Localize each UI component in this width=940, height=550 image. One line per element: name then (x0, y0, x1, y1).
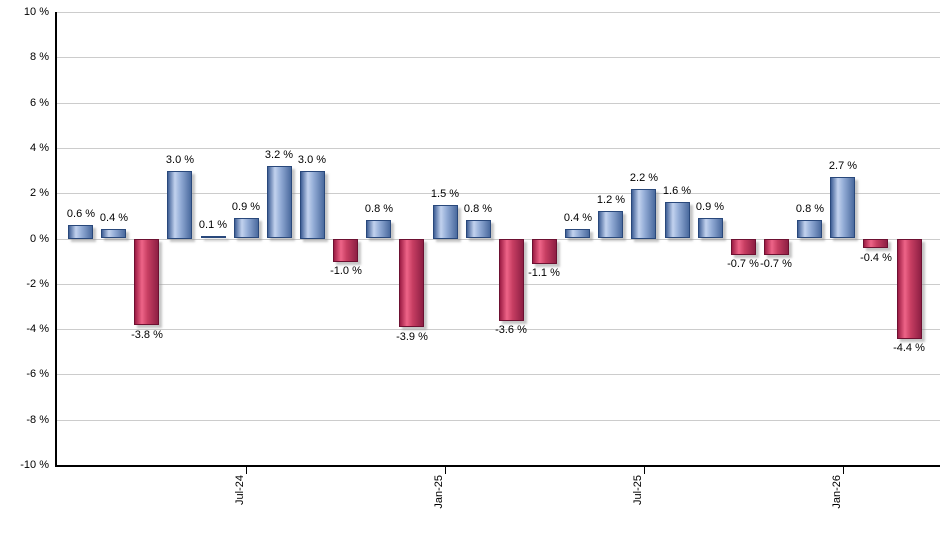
bar-value-label: -1.0 % (330, 265, 362, 277)
bar-value-label: 0.8 % (795, 203, 825, 215)
bar-positive (565, 229, 590, 238)
gridline (57, 284, 940, 285)
y-axis-label: -10 % (20, 459, 49, 471)
y-axis-label: 4 % (30, 142, 49, 154)
bar-value-label: 3.0 % (297, 154, 327, 166)
bar-value-label: 0.9 % (231, 201, 261, 213)
bar-positive (68, 225, 93, 239)
bar-positive (366, 220, 391, 238)
bar-positive (167, 171, 192, 239)
x-tick (843, 467, 844, 474)
x-axis-line (55, 465, 940, 467)
bar-positive (631, 189, 656, 239)
bar-value-label: 3.0 % (165, 154, 195, 166)
bar-positive (466, 220, 491, 238)
y-axis-label: 8 % (30, 51, 49, 63)
x-tick-label: Jan-26 (831, 475, 843, 509)
bar-value-label: -3.8 % (131, 329, 163, 341)
bar-positive (300, 171, 325, 239)
bar-value-label: -0.7 % (760, 258, 792, 270)
y-axis-label: 6 % (30, 97, 49, 109)
bar-value-label: -3.9 % (396, 331, 428, 343)
bar-negative (333, 239, 358, 262)
x-tick-label: Jul-25 (632, 475, 644, 505)
bar-positive (598, 211, 623, 238)
bar-negative (897, 239, 922, 339)
bar-positive (433, 205, 458, 239)
gridline (57, 329, 940, 330)
bar-negative (532, 239, 557, 264)
y-axis-label: 0 % (30, 233, 49, 245)
bar-value-label: 2.2 % (629, 172, 659, 184)
gridline (57, 103, 940, 104)
gridline (57, 420, 940, 421)
bar-value-label: 0.8 % (463, 203, 493, 215)
bar-value-label: 2.7 % (828, 160, 858, 172)
bar-positive (234, 218, 259, 238)
x-tick (246, 467, 247, 474)
bar-value-label: 0.4 % (99, 212, 129, 224)
x-tick-label: Jul-24 (234, 475, 246, 505)
bar-positive (201, 236, 226, 238)
bar-negative (499, 239, 524, 321)
y-axis-label: -2 % (26, 278, 49, 290)
bar-value-label: 1.6 % (662, 185, 692, 197)
bar-value-label: -1.1 % (528, 267, 560, 279)
gridline (57, 239, 940, 240)
bar-positive (830, 177, 855, 238)
bar-value-label: 0.1 % (198, 219, 228, 231)
bar-positive (101, 229, 126, 238)
y-axis-label: -8 % (26, 414, 49, 426)
bar-positive (267, 166, 292, 238)
y-axis-label: 2 % (30, 187, 49, 199)
gridline (57, 148, 940, 149)
bar-value-label: 0.6 % (66, 208, 96, 220)
x-tick (644, 467, 645, 474)
bar-value-label: -3.6 % (495, 324, 527, 336)
bar-value-label: 1.2 % (596, 194, 626, 206)
gridline (57, 374, 940, 375)
x-tick (445, 467, 446, 474)
gridline (57, 12, 940, 13)
bar-value-label: -4.4 % (893, 342, 925, 354)
gridline (57, 57, 940, 58)
bar-negative (134, 239, 159, 325)
bar-value-label: -0.7 % (727, 258, 759, 270)
y-axis-label: -4 % (26, 323, 49, 335)
bar-positive (797, 220, 822, 238)
bar-negative (863, 239, 888, 248)
bar-negative (764, 239, 789, 255)
bar-negative (731, 239, 756, 255)
bar-value-label: 3.2 % (264, 149, 294, 161)
gridline (57, 193, 940, 194)
bar-negative (399, 239, 424, 327)
bar-positive (698, 218, 723, 238)
bar-value-label: -0.4 % (860, 252, 892, 264)
x-tick-label: Jan-25 (433, 475, 445, 509)
y-axis-label: -6 % (26, 368, 49, 380)
y-axis-line (55, 12, 57, 467)
bar-value-label: 0.4 % (563, 212, 593, 224)
y-axis-label: 10 % (23, 6, 49, 18)
bar-value-label: 1.5 % (430, 188, 460, 200)
bar-value-label: 0.9 % (695, 201, 725, 213)
bar-positive (665, 202, 690, 238)
bar-value-label: 0.8 % (364, 203, 394, 215)
